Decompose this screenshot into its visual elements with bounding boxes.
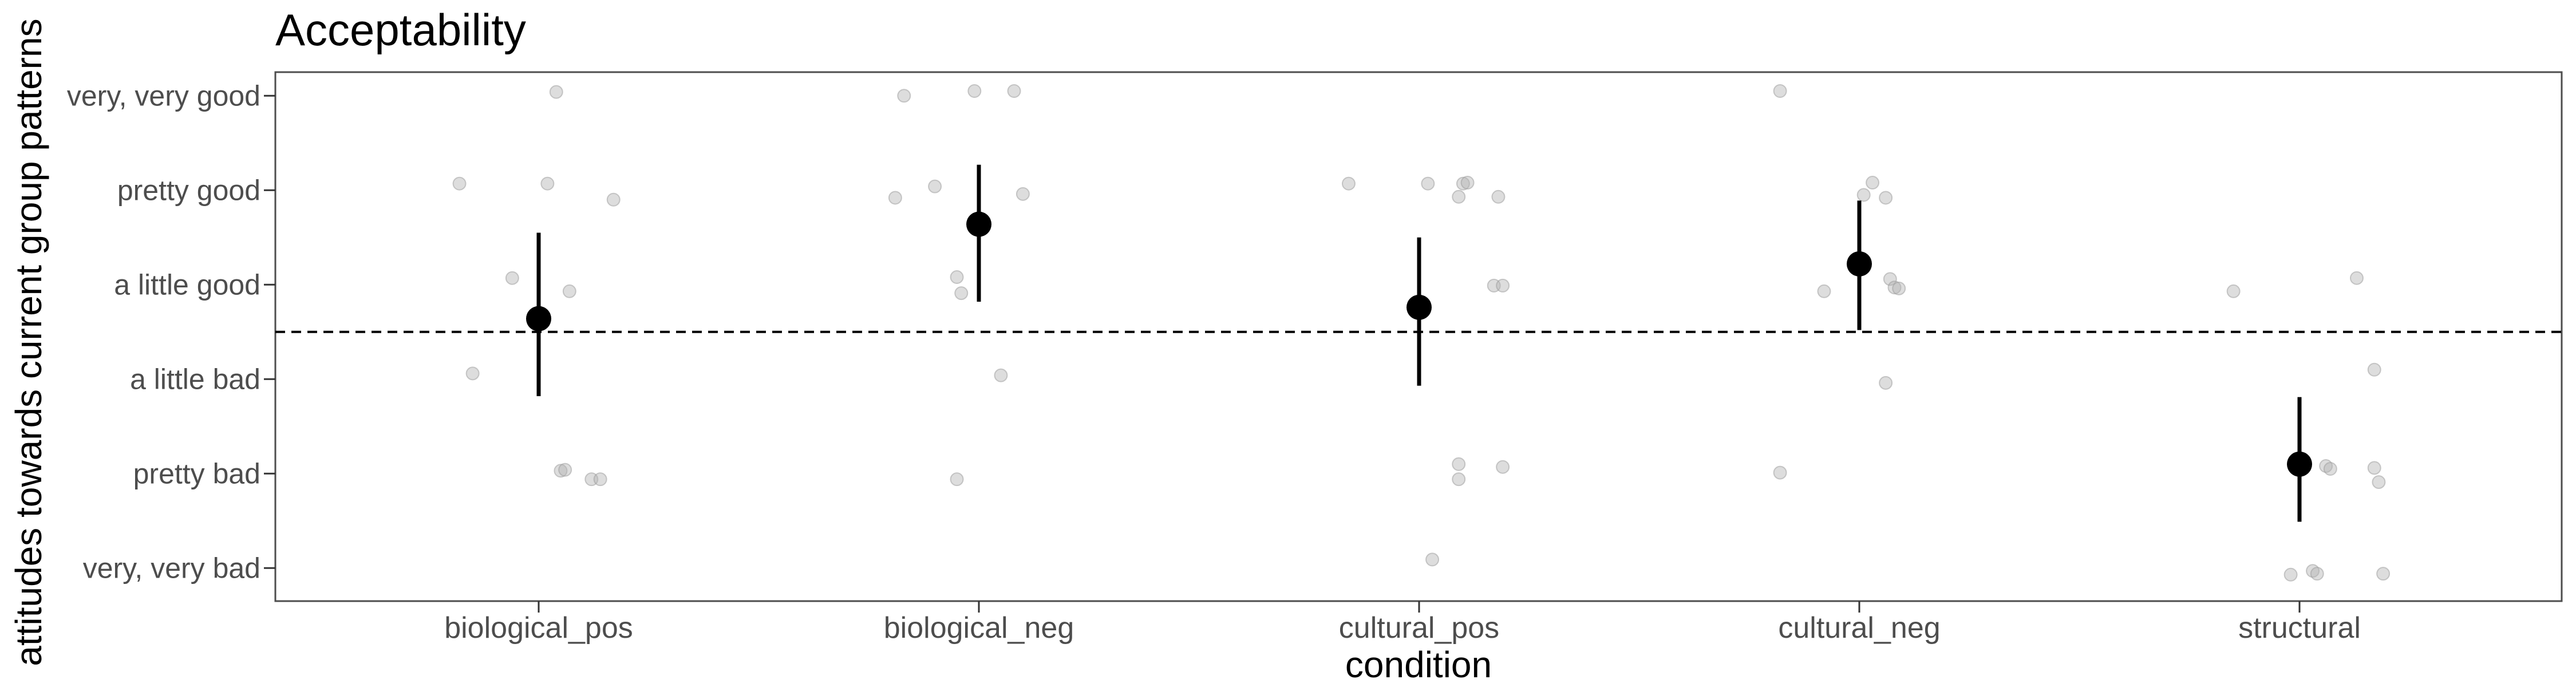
y-tick-label: very, very good: [67, 80, 260, 112]
mean-point: [966, 211, 991, 237]
data-point: [1425, 552, 1440, 567]
data-point: [1773, 84, 1787, 98]
data-point: [1892, 281, 1906, 295]
data-point: [950, 472, 964, 487]
data-point: [452, 176, 467, 191]
data-point: [1341, 176, 1356, 191]
data-point: [505, 271, 519, 285]
data-point: [606, 192, 621, 207]
data-point: [2376, 567, 2391, 581]
data-point: [1007, 84, 1021, 98]
data-point: [1456, 176, 1470, 191]
data-point: [897, 89, 911, 103]
data-point: [549, 85, 563, 99]
y-axis-title: attitudes towards current group patterns: [8, 18, 49, 666]
data-point: [540, 176, 555, 191]
y-tick-label: pretty bad: [133, 457, 260, 489]
data-point: [2367, 362, 2381, 377]
x-tick-label: structural: [2238, 611, 2361, 645]
data-point: [2372, 475, 2386, 489]
data-point: [1817, 284, 1831, 298]
y-tick-label: very, very bad: [83, 552, 260, 584]
data-point: [1866, 176, 1880, 190]
data-point: [1452, 472, 1466, 487]
data-point: [1879, 191, 1893, 205]
data-point: [1421, 176, 1435, 191]
data-point: [888, 191, 902, 205]
data-point: [1887, 281, 1902, 295]
data-point: [1883, 272, 1897, 286]
x-tick-label: biological_pos: [444, 611, 633, 645]
data-point: [967, 84, 982, 98]
mean-point: [526, 306, 551, 331]
data-point: [2367, 461, 2381, 475]
y-tick-label: a little bad: [130, 363, 260, 395]
data-point: [554, 464, 568, 478]
x-axis-title: condition: [1345, 644, 1492, 685]
mean-point: [1847, 251, 1872, 277]
data-point: [928, 179, 942, 193]
data-point: [1016, 187, 1030, 201]
data-point: [1491, 189, 1506, 204]
data-point: [1773, 465, 1787, 480]
data-point: [1452, 457, 1466, 471]
data-point: [2323, 462, 2337, 476]
data-point: [465, 366, 480, 381]
y-tick-label: pretty good: [117, 174, 260, 206]
data-point: [2349, 271, 2364, 285]
data-point: [1879, 376, 1893, 390]
data-point: [954, 286, 969, 301]
y-tick-label: a little good: [114, 268, 260, 301]
chart-title: Acceptability: [275, 5, 526, 55]
data-point: [1856, 188, 1871, 202]
data-point: [950, 270, 964, 285]
data-point: [994, 368, 1008, 382]
data-point: [2283, 567, 2298, 582]
data-point: [1460, 176, 1475, 190]
x-tick-label: cultural_neg: [1778, 611, 1940, 645]
data-point: [1496, 278, 1510, 293]
data-point: [558, 463, 572, 477]
x-tick-label: biological_neg: [884, 611, 1074, 645]
data-point: [562, 284, 576, 298]
data-point: [593, 472, 607, 487]
data-point: [2226, 284, 2241, 298]
data-point: [1496, 460, 1510, 474]
mean-point: [2287, 451, 2312, 477]
mean-point: [1406, 294, 1432, 320]
x-tick-label: cultural_pos: [1339, 611, 1499, 645]
data-point: [1452, 189, 1466, 204]
data-point: [2310, 567, 2324, 581]
